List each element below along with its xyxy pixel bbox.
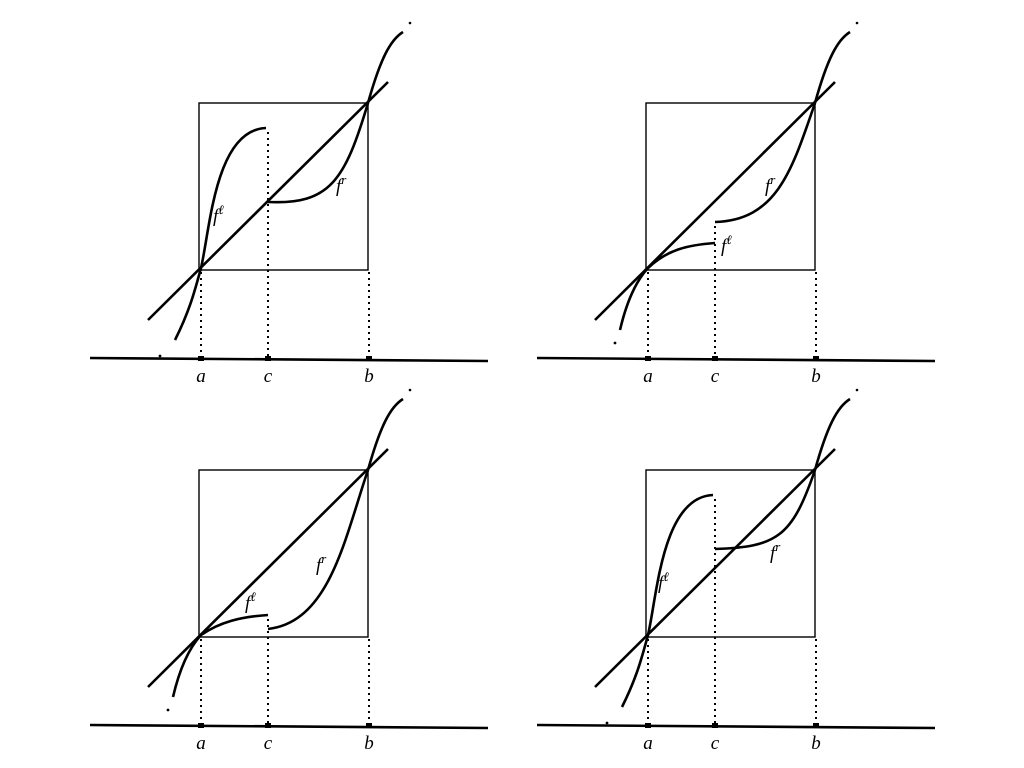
box [645,469,816,638]
box [198,469,369,638]
dot-end [855,388,859,392]
tick [265,356,271,361]
dot-end [408,21,412,25]
curve-label: fℓ [658,569,669,594]
curve-label: fr [765,172,776,197]
tick [712,356,718,361]
tick-label: a [643,733,653,754]
tick [198,723,204,728]
tick-label: c [264,733,273,754]
diagonal [147,448,389,688]
f-right [714,397,851,551]
curve-label: fr [336,172,347,197]
dot-end [158,354,162,358]
curve-label-base: f [770,543,778,564]
dot-end [855,21,859,25]
dot-end [408,388,412,392]
diagonal [594,81,836,321]
dot-end [613,341,617,345]
curve-label-sup: ℓ [726,232,732,247]
curve-label-sup: ℓ [250,589,256,604]
curve-label-base: f [316,555,324,576]
curve-label-sup: r [775,539,781,554]
curve-label: fℓ [721,232,732,257]
curve-label-sup: ℓ [663,569,669,584]
f-right [714,30,851,224]
curve-label-sup: r [321,551,327,566]
diagonal [594,448,836,688]
diagonal [147,81,389,321]
curve-label: fr [770,539,781,564]
curve-label-base: f [765,176,773,197]
tick-label: a [196,366,206,387]
dot-end [166,708,170,712]
tick [712,723,718,728]
box [645,102,816,271]
tick [198,356,204,361]
tick-label: c [711,733,720,754]
curve-label-base: f [245,593,253,614]
curve-label: fr [316,551,327,576]
axis [536,723,936,730]
f-left [618,241,716,331]
curve-label-sup: r [341,172,347,187]
dot-end [605,721,609,725]
axis [89,723,489,730]
tick [813,723,819,728]
curve-label-base: f [336,176,344,197]
curve-label-base: f [658,573,666,594]
f-right [267,397,404,631]
f-left [620,493,714,708]
box [198,102,369,271]
curve-label: fℓ [245,589,256,614]
f-left [171,613,269,698]
tick-label: b [811,366,821,387]
axis [89,356,489,363]
tick [265,723,271,728]
tick-label: a [643,366,653,387]
tick-label: b [811,733,821,754]
tick [366,723,372,728]
tick-label: c [711,366,720,387]
curve-label-base: f [721,236,729,257]
axis [536,356,936,363]
f-left [173,126,267,341]
f-right [267,30,404,204]
curve-label-base: f [213,206,221,227]
tick [645,356,651,361]
tick-label: a [196,733,206,754]
curve-label-sup: ℓ [218,202,224,217]
tick [366,356,372,361]
tick-label: b [364,733,374,754]
tick-label: b [364,366,374,387]
tick [645,723,651,728]
tick [813,356,819,361]
curve-label: fℓ [213,202,224,227]
tick-label: c [264,366,273,387]
curve-label-sup: r [770,172,776,187]
